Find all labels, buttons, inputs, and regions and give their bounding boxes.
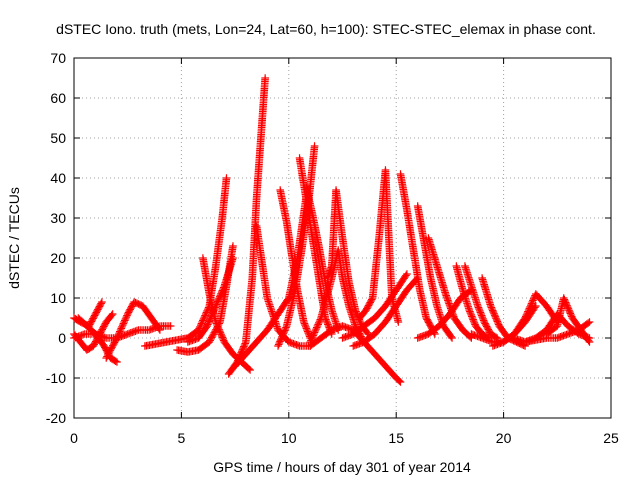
series-19: [323, 186, 373, 338]
data-point: [584, 319, 592, 327]
data-point: [108, 310, 117, 318]
series-16: [302, 182, 343, 334]
y-tick-label: 40: [50, 170, 66, 186]
series-5: [70, 322, 175, 342]
data-point: [246, 366, 254, 374]
data-point: [98, 298, 106, 306]
data-point: [134, 300, 143, 308]
plot-marks: [70, 74, 594, 386]
data-point: [284, 295, 292, 304]
data-point: [584, 336, 593, 345]
y-tick-label: 70: [50, 50, 66, 66]
data-point: [229, 242, 237, 250]
x-tick-label: 20: [496, 430, 512, 446]
y-tick-label: 50: [50, 130, 66, 146]
data-point: [107, 311, 116, 320]
y-tick-label: -10: [46, 370, 66, 386]
y-tick-label: 60: [50, 90, 66, 106]
series-13: [276, 186, 315, 342]
data-point: [493, 334, 501, 342]
data-point: [396, 378, 405, 386]
series-27: [452, 262, 493, 342]
data-point: [131, 298, 140, 307]
data-point: [585, 318, 594, 326]
data-point: [363, 328, 372, 337]
plot-frame: [73, 57, 612, 419]
data-point: [394, 318, 403, 326]
series-17: [306, 322, 405, 386]
x-tick-label: 25: [603, 430, 619, 446]
data-point: [261, 74, 269, 82]
x-tick-label: 5: [178, 430, 186, 446]
y-tick-label: 30: [50, 210, 66, 226]
data-point: [222, 174, 231, 182]
y-tick-label: 20: [50, 250, 66, 266]
data-point: [532, 302, 540, 310]
data-point: [531, 303, 539, 312]
series-6: [141, 174, 231, 350]
series-34: [542, 294, 594, 346]
data-point: [166, 322, 175, 330]
x-tick-label: 0: [70, 430, 78, 446]
data-point: [447, 332, 455, 341]
data-point: [357, 332, 365, 341]
data-point: [448, 334, 456, 342]
data-point: [97, 299, 105, 308]
data-point: [358, 334, 366, 342]
data-point: [130, 298, 138, 306]
y-tick-label: -20: [46, 410, 66, 426]
chart-title: dSTEC Iono. truth (mets, Lon=24, Lat=60,…: [56, 21, 596, 37]
x-tick-label: 10: [281, 430, 297, 446]
data-point: [395, 377, 404, 385]
data-point: [113, 358, 121, 366]
x-axis-label: GPS time / hours of day 301 of year 2014: [213, 459, 471, 475]
y-tick-label: 10: [50, 290, 66, 306]
data-point: [229, 254, 237, 262]
series-28: [461, 262, 501, 342]
y-tick-label: 0: [58, 330, 66, 346]
data-point: [403, 270, 411, 278]
series-22: [355, 166, 403, 326]
series-10: [224, 74, 269, 378]
series-24: [413, 202, 456, 342]
data-point: [111, 357, 120, 365]
data-point: [402, 271, 410, 280]
data-point: [136, 300, 144, 309]
data-point: [367, 295, 376, 304]
data-point: [310, 142, 319, 150]
x-tick-label: 15: [388, 430, 404, 446]
y-axis-label: dSTEC / TECUs: [6, 187, 22, 289]
axis-ticks: 0 5 10 15 20 25 -20 -10 0 10 20 30 40 50 60 70: [46, 50, 619, 446]
data-point: [133, 299, 141, 308]
data-point: [245, 365, 253, 373]
data-point: [585, 338, 594, 346]
series-31: [489, 290, 562, 350]
